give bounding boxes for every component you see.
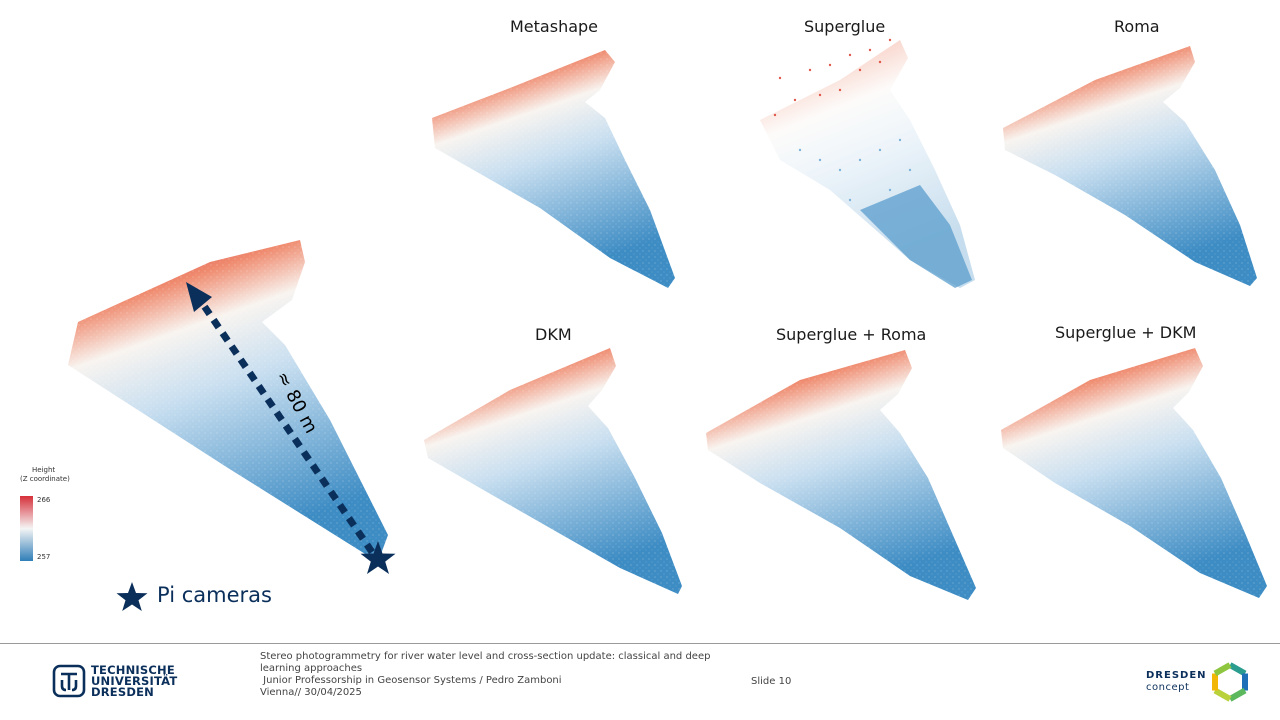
pi-cameras-label: Pi cameras [157,583,272,607]
camera-star-icon [360,541,396,574]
panel-title: Superglue + DKM [1055,323,1197,342]
tud-line2: UNIVERSITÄT [91,674,178,688]
panel-superglue-roma: Superglue + Roma [700,318,995,608]
slide-number: Slide 10 [751,676,792,687]
panel-title: Metashape [510,17,599,36]
legend-min: 257 [37,553,51,561]
panel-title: Superglue [804,17,886,36]
legend-colorbar [20,496,33,561]
footer-info: Stereo photogrammetry for river water le… [260,651,740,699]
panel-dkm: DKM [420,318,700,608]
presentation-title: Stereo photogrammetry for river water le… [260,651,711,662]
panel-roma: Roma [995,10,1280,300]
sparse-point-cloud [760,40,975,288]
pi-cameras-legend: Pi cameras [115,581,315,613]
dc-line1: DRESDEN [1146,670,1207,681]
panel-superglue-dkm: Superglue + DKM [995,318,1280,608]
dresden-concept-logo: DRESDEN concept [1146,662,1256,702]
footer-divider [0,643,1280,644]
tud-line3: DRESDEN [91,685,154,699]
panel-title: DKM [535,325,572,344]
tud-logo-icon [52,664,86,698]
legend-subtitle: (Z coordinate) [20,475,70,483]
panel-title: Roma [1114,17,1160,36]
tud-logo: TECHNISCHE UNIVERSITÄT DRESDEN [52,664,182,700]
arrow-head [186,282,212,312]
tud-line1: TECHNISCHE [91,663,175,677]
legend-max: 266 [37,496,51,504]
legend-title: Height [32,466,56,474]
dresden-concept-icon [1212,662,1248,702]
panel-title: Superglue + Roma [776,325,927,344]
presentation-subtitle: Junior Professorship in Geosensor System… [260,675,562,686]
height-legend: Height (Z coordinate) 266 257 [20,466,90,566]
presentation-place-date: Vienna// 30/04/2025 [260,687,362,698]
presentation-title-cont: learning approaches [260,663,363,674]
distance-arrow [197,298,375,554]
star-icon [116,582,148,611]
panel-superglue: Superglue [720,10,1000,300]
dc-line2: concept [1146,682,1190,693]
panel-metashape: Metashape [420,10,700,300]
overview-map: ≈ 80 m [0,0,420,640]
